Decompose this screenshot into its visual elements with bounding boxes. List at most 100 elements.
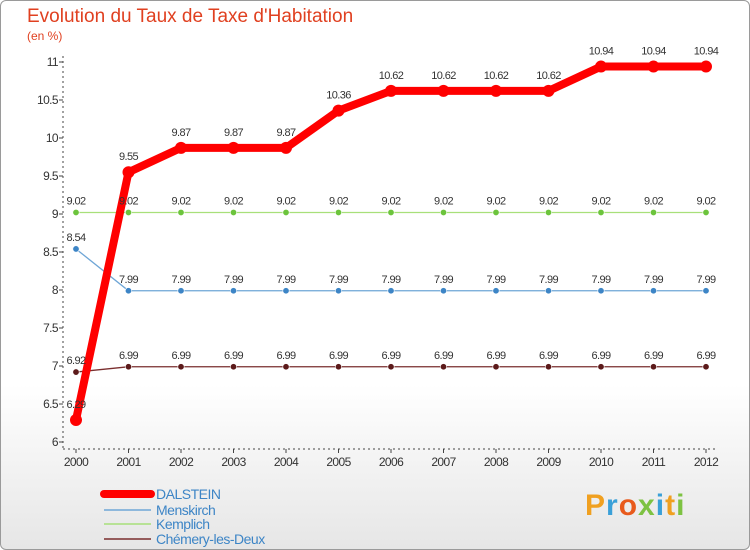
x-tick-label: 2006: [379, 455, 404, 469]
data-point-kemplich: [649, 208, 657, 216]
legend-label-kemplich: Kemplich: [156, 516, 210, 532]
data-point-chemery-les-deux: [544, 363, 552, 371]
data-label-chemery-les-deux: 6.99: [276, 350, 295, 362]
data-label-menskirch: 7.99: [381, 274, 400, 286]
data-point-dalstein: [280, 141, 292, 154]
logo-letter: x: [638, 489, 656, 522]
y-tick-label: 6: [52, 435, 59, 449]
legend-label-menskirch: Menskirch: [156, 502, 215, 518]
data-point-kemplich: [702, 208, 710, 216]
x-tick-label: 2000: [64, 455, 89, 469]
y-tick-label: 11: [47, 55, 59, 69]
logo-letter: o: [618, 489, 639, 522]
data-point-dalstein: [332, 104, 345, 117]
data-point-kemplich: [439, 208, 447, 216]
y-tick-label: 7.5: [43, 321, 59, 335]
data-point-kemplich: [544, 208, 552, 216]
data-point-kemplich: [334, 208, 342, 216]
data-point-menskirch: [597, 287, 605, 295]
data-point-menskirch: [230, 287, 238, 295]
data-point-menskirch: [125, 287, 133, 295]
data-label-chemery-les-deux: 6.99: [486, 350, 505, 362]
data-point-kemplich: [177, 208, 185, 216]
data-point-chemery-les-deux: [230, 363, 238, 371]
x-tick-label: 2003: [221, 455, 246, 469]
data-label-kemplich: 9.02: [224, 195, 243, 207]
data-label-kemplich: 9.02: [696, 195, 715, 207]
data-point-dalstein: [700, 60, 712, 73]
logo-letter: i: [655, 489, 666, 522]
data-point-menskirch: [334, 287, 342, 295]
data-label-dalstein: 6.29: [66, 399, 85, 411]
data-point-chemery-les-deux: [597, 363, 605, 371]
data-label-kemplich: 9.02: [381, 195, 400, 207]
data-label-kemplich: 9.02: [644, 195, 663, 207]
data-label-menskirch: 7.99: [434, 274, 453, 286]
data-label-menskirch: 7.99: [329, 274, 348, 286]
logo-letter: i: [676, 489, 686, 522]
data-label-chemery-les-deux: 6.99: [591, 350, 610, 362]
chart-unit-label: (en %): [27, 29, 63, 43]
data-label-chemery-les-deux: 6.99: [539, 350, 558, 362]
data-point-menskirch: [649, 287, 657, 295]
data-label-dalstein: 9.87: [171, 127, 190, 139]
data-point-chemery-les-deux: [492, 363, 500, 371]
data-label-menskirch: 7.99: [644, 274, 663, 286]
data-point-menskirch: [177, 287, 185, 295]
data-point-chemery-les-deux: [387, 363, 395, 371]
data-label-dalstein: 10.62: [536, 70, 561, 82]
data-label-kemplich: 9.02: [434, 195, 453, 207]
data-label-dalstein: 10.62: [379, 70, 404, 82]
data-point-dalstein: [122, 166, 135, 179]
data-label-kemplich: 9.02: [276, 195, 295, 207]
y-tick-label: 6.5: [43, 397, 59, 411]
data-label-dalstein: 10.94: [694, 46, 719, 58]
data-label-chemery-les-deux: 6.99: [644, 350, 663, 362]
data-label-chemery-les-deux: 6.99: [696, 350, 715, 362]
x-tick-label: 2011: [642, 455, 666, 469]
data-label-chemery-les-deux: 6.92: [66, 355, 85, 367]
data-point-kemplich: [387, 208, 395, 216]
logo-letter: P: [585, 489, 607, 522]
data-point-kemplich: [597, 208, 605, 216]
chart-title: Evolution du Taux de Taxe d'Habitation: [27, 6, 354, 27]
data-label-dalstein: 10.62: [431, 70, 456, 82]
data-label-chemery-les-deux: 6.99: [329, 350, 348, 362]
data-label-chemery-les-deux: 6.99: [171, 350, 190, 362]
data-label-chemery-les-deux: 6.99: [434, 350, 453, 362]
data-label-menskirch: 7.99: [696, 274, 715, 286]
proxiti-logo: Proxiti: [585, 489, 685, 523]
data-label-menskirch: 7.99: [224, 274, 243, 286]
data-label-menskirch: 7.99: [591, 274, 610, 286]
y-tick-label: 9: [52, 207, 59, 221]
x-tick-label: 2001: [116, 455, 141, 469]
legend-label-chemery-les-deux: Chémery-les-Deux: [156, 531, 265, 547]
data-point-dalstein: [647, 60, 660, 73]
data-point-menskirch: [387, 287, 395, 295]
data-point-dalstein: [175, 141, 187, 154]
data-point-dalstein: [595, 60, 607, 73]
data-label-chemery-les-deux: 6.99: [119, 350, 138, 362]
data-point-chemery-les-deux: [649, 363, 657, 371]
data-label-dalstein: 10.62: [484, 70, 509, 82]
data-label-kemplich: 9.02: [66, 195, 85, 207]
x-tick-label: 2002: [169, 455, 194, 469]
y-tick-label: 8: [52, 283, 59, 297]
data-point-dalstein: [227, 141, 240, 154]
data-label-menskirch: 7.99: [171, 274, 190, 286]
data-point-kemplich: [125, 208, 133, 216]
data-label-menskirch: 7.99: [539, 274, 558, 286]
data-label-chemery-les-deux: 6.99: [224, 350, 243, 362]
x-tick-label: 2012: [694, 455, 719, 469]
data-point-kemplich: [282, 208, 290, 216]
data-label-dalstein: 10.36: [326, 90, 351, 102]
x-tick-label: 2005: [326, 455, 351, 469]
data-point-chemery-les-deux: [702, 363, 710, 371]
data-label-menskirch: 7.99: [119, 274, 138, 286]
data-label-menskirch: 7.99: [486, 274, 505, 286]
data-label-dalstein: 10.94: [589, 46, 614, 58]
data-point-menskirch: [439, 287, 447, 295]
data-label-chemery-les-deux: 6.99: [381, 350, 400, 362]
data-point-dalstein: [542, 84, 555, 97]
